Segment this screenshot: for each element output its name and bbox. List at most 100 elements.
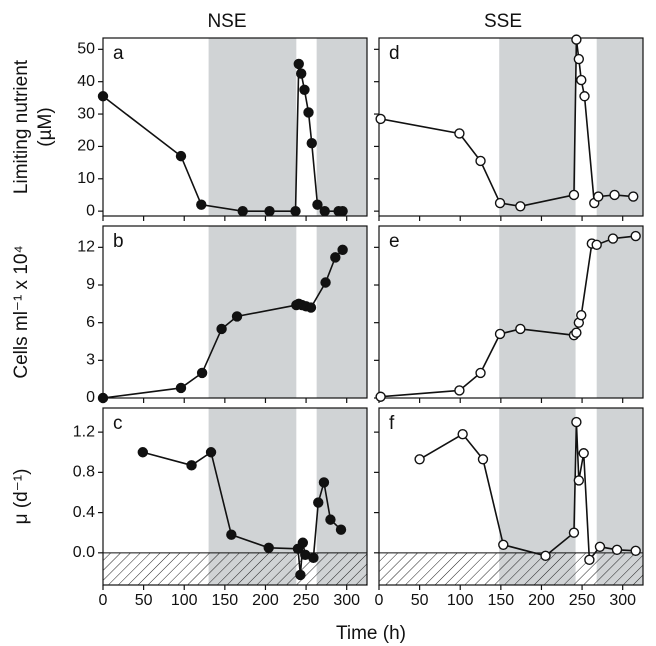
data-point: [264, 205, 275, 217]
shaded-period: [499, 226, 576, 398]
data-point: [628, 191, 639, 202]
y-axis-label: (µM): [35, 107, 56, 146]
data-point: [611, 544, 623, 556]
column-title: NSE: [207, 11, 246, 32]
shaded-period: [208, 226, 297, 398]
data-point: [196, 367, 208, 379]
data-point: [494, 328, 506, 340]
data-point: [293, 58, 304, 70]
data-point: [295, 569, 306, 581]
y-tick-label: 0.0: [73, 544, 95, 561]
data-point: [313, 497, 324, 508]
negative-hatch: [103, 552, 367, 585]
y-tick-label: 9: [86, 276, 95, 293]
data-point: [186, 460, 197, 471]
x-axis-label: Time (h): [336, 623, 406, 644]
column-title: SSE: [484, 11, 522, 32]
panel-label: e: [389, 231, 400, 252]
panel-label: f: [389, 413, 395, 434]
panel-frame: [378, 225, 644, 399]
data-point: [319, 205, 330, 217]
data-point: [584, 554, 595, 566]
y-tick-label: 0: [86, 202, 95, 219]
data-point: [175, 150, 187, 162]
data-point: [578, 448, 589, 459]
data-point: [306, 137, 317, 149]
x-tick-label: 150: [487, 592, 514, 609]
data-point: [335, 524, 347, 535]
y-tick-label: 6: [86, 314, 95, 331]
x-tick-label: 300: [609, 592, 636, 609]
data-point: [477, 454, 489, 465]
y-axis-label: Limiting nutrient: [11, 59, 32, 194]
data-point: [607, 233, 619, 244]
data-point: [312, 199, 323, 210]
x-tick-label: 200: [252, 592, 279, 609]
data-point: [515, 201, 526, 212]
data-point: [263, 542, 274, 553]
y-axis-label: μ (d⁻¹): [11, 469, 32, 525]
x-tick-label: 50: [135, 592, 153, 609]
panel-label: b: [113, 231, 124, 252]
panel-frame: [102, 37, 368, 217]
data-point: [494, 197, 506, 209]
data-point: [216, 323, 227, 335]
shaded-period: [208, 38, 297, 216]
data-point: [320, 277, 331, 288]
y-tick-label: 50: [77, 41, 95, 58]
panel-frame: [378, 407, 644, 586]
data-point: [579, 91, 590, 102]
y-tick-label: 1.2: [73, 423, 95, 440]
x-tick-label: 0: [99, 592, 108, 609]
data-point: [297, 537, 309, 548]
y-tick-label: 30: [77, 105, 95, 122]
data-point: [571, 416, 582, 428]
data-point: [375, 113, 386, 125]
data-point: [475, 155, 486, 167]
data-point: [325, 514, 336, 525]
shaded-period: [499, 38, 576, 216]
x-tick-label: 150: [211, 592, 238, 609]
y-tick-label: 10: [77, 170, 95, 187]
shaded-period: [316, 38, 367, 216]
data-point: [454, 385, 465, 396]
negative-hatch: [379, 552, 643, 585]
x-tick-label: 0: [375, 592, 384, 609]
data-point: [571, 327, 582, 338]
y-tick-label: 20: [77, 138, 95, 155]
x-tick-label: 250: [293, 592, 320, 609]
data-point: [299, 84, 310, 95]
y-tick-label: 0: [86, 389, 95, 406]
x-tick-label: 250: [569, 592, 596, 609]
data-point: [630, 230, 641, 242]
x-tick-label: 100: [171, 592, 198, 609]
data-point: [454, 128, 465, 139]
y-tick-label: 0.8: [73, 464, 95, 481]
shaded-period: [596, 38, 643, 216]
panel-label: a: [113, 43, 124, 64]
y-axis-label: Cells ml⁻¹ x 10⁴: [11, 245, 32, 378]
data-point: [576, 74, 587, 86]
data-point: [457, 428, 468, 440]
data-point: [296, 68, 307, 79]
data-point: [137, 447, 149, 458]
data-point: [568, 189, 580, 201]
panel-frame: [378, 37, 644, 217]
shaded-period: [596, 226, 643, 398]
data-point: [573, 53, 585, 65]
data-point: [498, 539, 509, 550]
data-point: [475, 367, 486, 379]
data-point: [175, 382, 187, 394]
y-tick-label: 3: [86, 352, 95, 369]
data-point: [303, 107, 314, 118]
data-point: [573, 475, 585, 486]
data-point: [226, 529, 237, 540]
x-tick-label: 200: [528, 592, 555, 609]
x-tick-label: 300: [333, 592, 360, 609]
data-point: [231, 311, 243, 322]
data-point: [594, 541, 606, 552]
data-point: [308, 552, 319, 564]
data-point: [568, 527, 580, 538]
data-point: [237, 205, 248, 217]
